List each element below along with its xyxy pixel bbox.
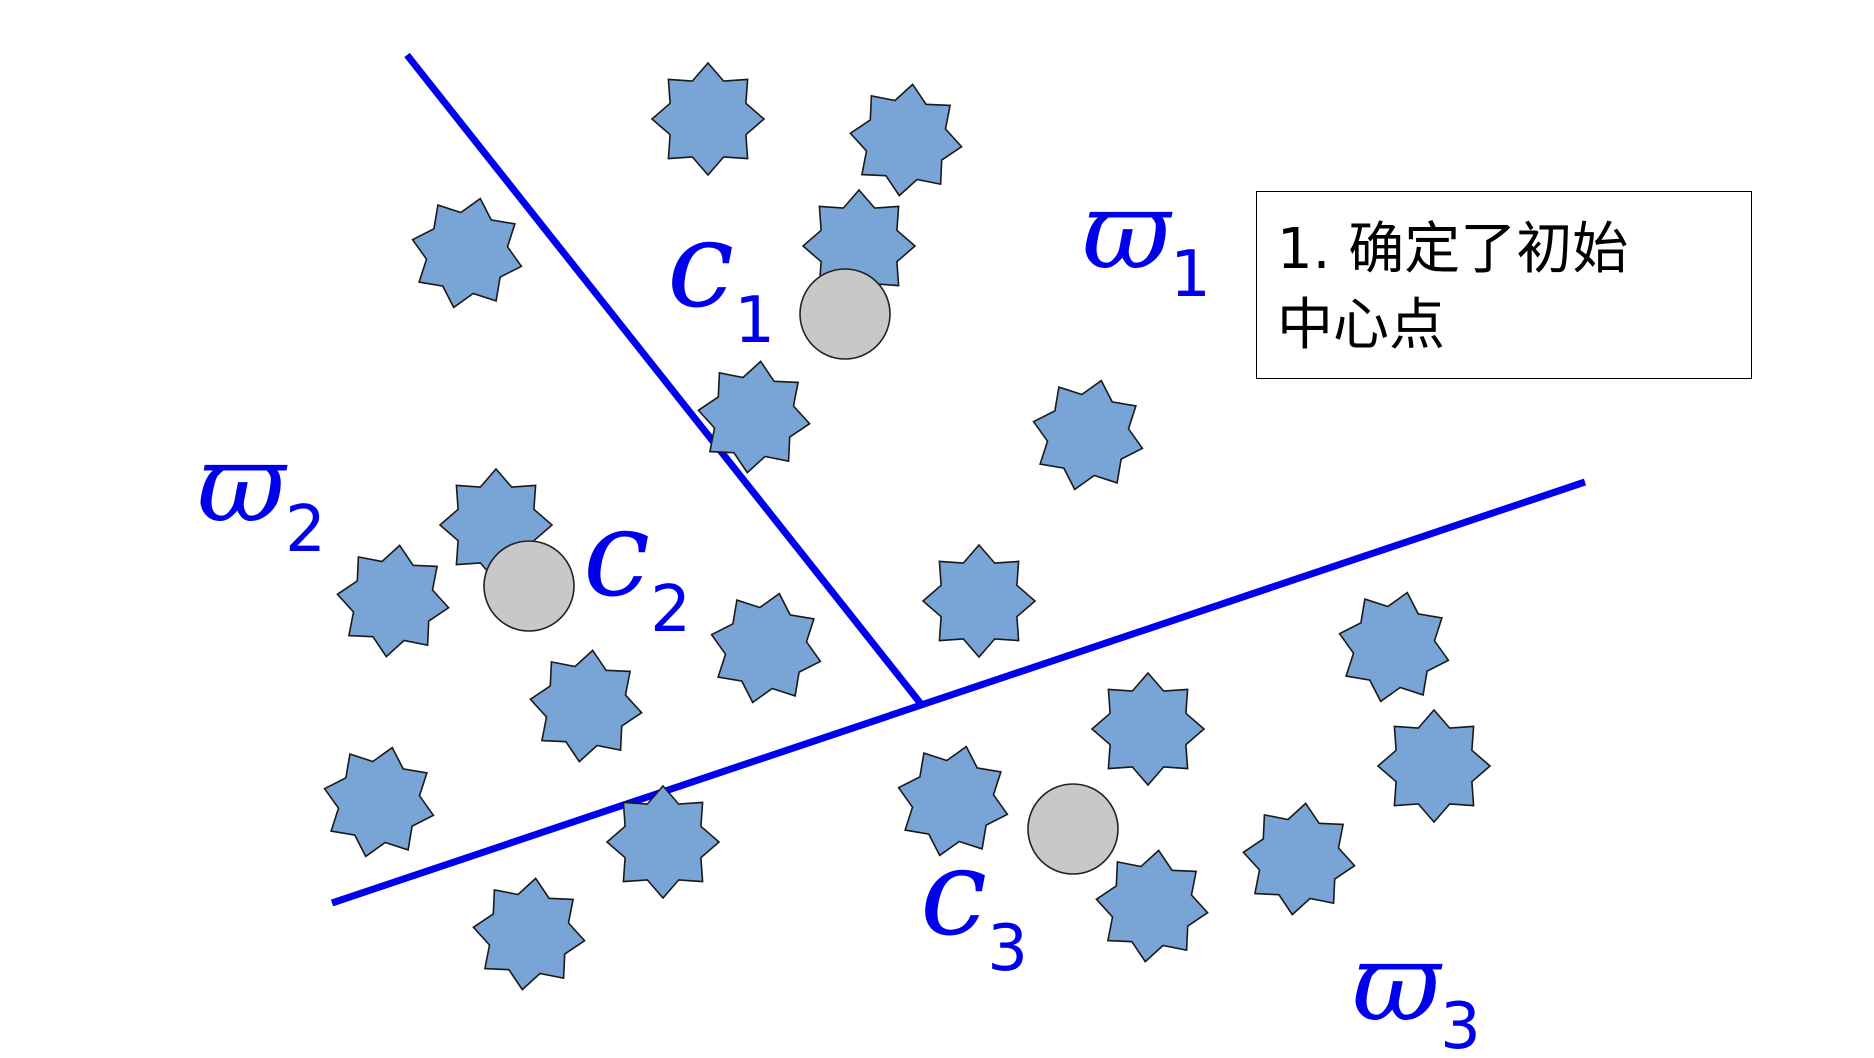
region-label-2: ϖ2 [197, 422, 326, 567]
note-line-1: 1. 确定了初始 [1277, 217, 1629, 282]
cluster-center-circle-icon-1 [799, 268, 891, 360]
data-point-star-icon [323, 746, 435, 858]
data-point-star-icon [1090, 671, 1206, 787]
data-point-star-icon [1095, 849, 1209, 963]
data-point-star-icon [921, 543, 1037, 659]
data-point-star-icon [710, 592, 822, 704]
center-label-3: c3 [920, 824, 1028, 986]
data-point-star-icon [336, 544, 450, 658]
data-point-star-icon [897, 745, 1009, 857]
data-point-star-icon [1032, 379, 1144, 491]
cluster-centers [483, 268, 1119, 875]
data-point-star-icon [605, 784, 721, 900]
note-line-2: 中心点 [1277, 293, 1445, 358]
note-box: 1. 确定了初始 中心点 [1256, 191, 1752, 379]
cluster-center-circle-icon-3 [1027, 783, 1119, 875]
data-point-star-icon [1338, 591, 1450, 703]
data-point-star-icon [849, 83, 963, 197]
cluster-center-circle-icon-2 [483, 540, 575, 632]
data-point-star-icon [529, 649, 643, 763]
boundary-line-upper [404, 52, 924, 707]
data-point-star-icon [411, 197, 523, 309]
center-label-1: c1 [667, 196, 775, 358]
data-point-star-icon [1376, 708, 1492, 824]
region-label-3: ϖ3 [1352, 921, 1481, 1058]
center-label-2: c2 [583, 485, 691, 647]
region-label-1: ϖ1 [1082, 169, 1211, 312]
boundary-line-lower [330, 478, 1587, 907]
data-point-star-icon [472, 877, 586, 991]
data-point-star-icon [650, 61, 766, 177]
data-point-star-icon [697, 360, 811, 474]
data-point-star-icon [1242, 802, 1356, 916]
